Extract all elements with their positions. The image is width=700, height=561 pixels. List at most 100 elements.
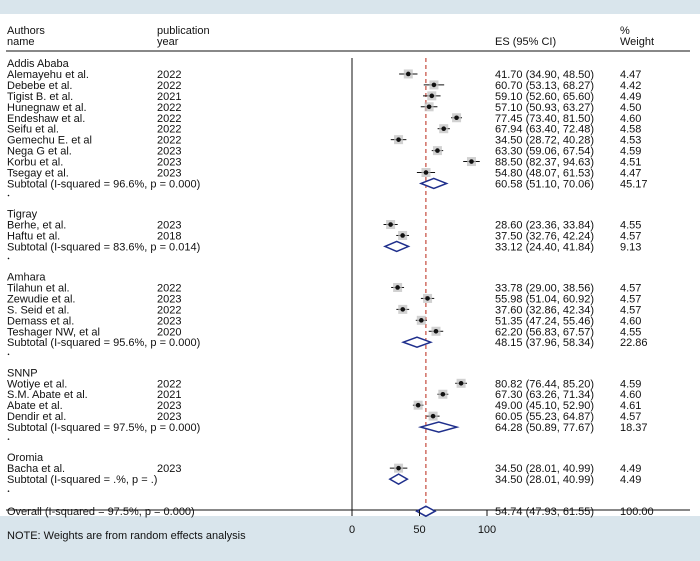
study-ci: 60.05 (55.23, 64.87) [495, 411, 594, 423]
study-author: Dendir et al. [7, 411, 66, 423]
study-point [405, 71, 411, 77]
subtotal-weight: 4.49 [620, 474, 641, 486]
subtotal-label: Subtotal (I-squared = .%, p = .) [7, 474, 157, 486]
study-year: 2022 [157, 282, 181, 294]
study-point [388, 222, 393, 227]
study-weight: 4.55 [620, 326, 641, 338]
study-ci: 59.10 (52.60, 65.60) [495, 91, 594, 103]
study-ci: 34.50 (28.72, 40.28) [495, 135, 594, 147]
group-label: Tigray [7, 209, 38, 221]
study-year: 2023 [157, 157, 181, 169]
header-weight: Weight [620, 36, 654, 48]
x-tick-label: 0 [349, 524, 355, 536]
study-weight: 4.49 [620, 463, 641, 475]
study-weight: 4.50 [620, 102, 641, 114]
study-point [440, 391, 446, 397]
overall-diamond [415, 505, 437, 518]
study-year: 2023 [157, 293, 181, 305]
study-author: Bacha et al. [7, 463, 65, 475]
group-label: SNNP [7, 367, 38, 379]
subtotal-weight: 45.17 [620, 178, 648, 190]
study-weight: 4.47 [620, 168, 641, 180]
study-weight: 4.49 [620, 91, 641, 103]
subtotal-ci: 64.28 (50.89, 77.67) [495, 422, 594, 434]
study-point [429, 93, 435, 99]
study-author: Tilahun et al. [7, 282, 70, 294]
study-year: 2022 [157, 113, 181, 125]
study-point [431, 82, 437, 88]
subtotal-diamond [417, 421, 460, 433]
study-ci: 67.94 (63.40, 72.48) [495, 124, 594, 136]
study-point [395, 285, 400, 290]
study-weight: 4.53 [620, 135, 641, 147]
study-author: Gemechu E. et al [7, 135, 92, 147]
study-ci: 80.82 (76.44, 85.20) [495, 378, 594, 390]
study-year: 2022 [157, 80, 181, 92]
header-percent: % [620, 25, 630, 37]
study-ci: 60.70 (53.13, 68.27) [495, 80, 594, 92]
study-point [400, 233, 405, 238]
study-point [423, 170, 429, 175]
study-ci: 77.45 (73.40, 81.50) [495, 113, 594, 125]
subtotal-label: Subtotal (I-squared = 95.6%, p = 0.000) [7, 337, 200, 349]
separator-dot [7, 257, 10, 260]
study-weight: 4.60 [620, 315, 641, 327]
study-author: Seifu et al. [7, 124, 59, 136]
study-weight: 4.60 [620, 113, 641, 125]
study-weight: 4.59 [620, 378, 641, 390]
group-label: Amhara [7, 272, 46, 284]
study-year: 2022 [157, 124, 181, 136]
study-ci: 51.35 (47.24, 55.46) [495, 315, 594, 327]
study-weight: 4.42 [620, 80, 641, 92]
study-point [396, 465, 401, 471]
subtotal-diamond [383, 240, 411, 253]
study-ci: 57.10 (50.93, 63.27) [495, 102, 594, 114]
study-author: Zewudie et al. [7, 293, 75, 305]
header-authors: Authors [7, 25, 45, 37]
study-year: 2023 [157, 400, 181, 412]
x-tick-label: 50 [413, 524, 425, 536]
subtotal-ci: 48.15 (37.96, 58.34) [495, 337, 594, 349]
study-year: 2021 [157, 389, 181, 401]
study-author: Tigist B. et al. [7, 91, 73, 103]
subtotal-diamond [401, 336, 433, 349]
study-point [400, 307, 406, 312]
study-year: 2022 [157, 304, 181, 316]
study-author: Wotiye et al. [7, 378, 67, 390]
subtotal-ci: 60.58 (51.10, 70.06) [495, 178, 594, 190]
study-weight: 4.51 [620, 157, 641, 169]
study-author: S.M. Abate et al. [7, 389, 88, 401]
subtotal-label: Subtotal (I-squared = 83.6%, p = 0.014) [7, 241, 200, 253]
study-year: 2022 [157, 69, 181, 81]
separator-dot [7, 438, 10, 440]
subtotal-diamond [418, 177, 449, 190]
overall-weight: 100.00 [620, 506, 654, 518]
study-year: 2023 [157, 146, 181, 158]
subtotal-diamond [388, 473, 409, 485]
study-year: 2023 [157, 463, 181, 475]
study-weight: 4.57 [620, 304, 641, 316]
study-ci: 33.78 (29.00, 38.56) [495, 282, 594, 294]
study-weight: 4.47 [620, 69, 641, 81]
study-year: 2023 [157, 411, 181, 423]
study-year: 2022 [157, 378, 181, 390]
study-point [435, 148, 440, 153]
study-point [469, 159, 474, 164]
study-year: 2018 [157, 230, 181, 242]
header-year: year [157, 36, 179, 48]
study-weight: 4.57 [620, 282, 641, 294]
study-author: Debebe et al. [7, 80, 72, 92]
study-ci: 88.50 (82.37, 94.63) [495, 157, 594, 169]
study-author: Abate et al. [7, 400, 63, 412]
study-point [426, 104, 432, 110]
separator-dot [7, 490, 10, 492]
study-point [415, 402, 421, 408]
study-point [396, 137, 401, 142]
study-year: 2023 [157, 168, 181, 180]
study-author: Tsegay et al. [7, 168, 69, 180]
study-ci: 62.20 (56.83, 67.57) [495, 326, 594, 338]
study-weight: 4.59 [620, 146, 641, 158]
study-author: S. Seid et al. [7, 304, 69, 316]
study-point [458, 380, 464, 386]
